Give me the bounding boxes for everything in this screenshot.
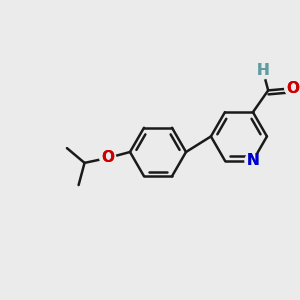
Text: H: H: [256, 63, 269, 78]
Text: O: O: [101, 150, 114, 165]
Circle shape: [245, 153, 261, 169]
Text: N: N: [247, 153, 259, 168]
Text: H: H: [256, 63, 269, 78]
Circle shape: [255, 63, 271, 79]
Text: O: O: [101, 150, 114, 165]
Circle shape: [285, 80, 300, 96]
Text: O: O: [286, 81, 299, 96]
Text: O: O: [286, 81, 299, 96]
Circle shape: [100, 150, 116, 166]
Text: N: N: [247, 153, 259, 168]
